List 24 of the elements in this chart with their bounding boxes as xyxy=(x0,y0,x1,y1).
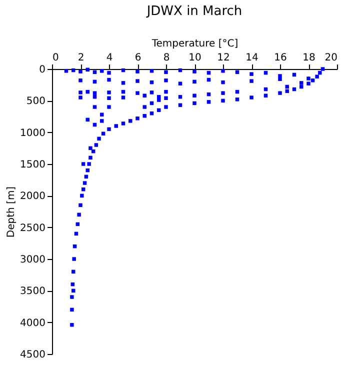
x-tick-label: 2 xyxy=(78,52,84,64)
y-tick-label: 2000 xyxy=(20,191,46,202)
x-tick-label: 8 xyxy=(163,52,170,64)
x-tick-label: 12 xyxy=(217,52,230,64)
y-tick-label: 4000 xyxy=(20,318,46,329)
x-tick-label: 14 xyxy=(246,52,258,64)
y-tick-label: 3500 xyxy=(20,286,46,298)
x-tick-label: 6 xyxy=(134,52,142,64)
chart-title: JDWX in March xyxy=(146,4,242,19)
y-tick-label: 1000 xyxy=(20,128,46,139)
x-tick-label: 10 xyxy=(188,52,202,64)
y-tick-label: 1500 xyxy=(20,160,46,170)
y-tick-label: 4500 xyxy=(20,350,46,360)
x-tick-label: 18 xyxy=(302,52,316,64)
y-tick-label: 2500 xyxy=(20,222,46,234)
x-axis-title: Temperature [°C] xyxy=(150,38,238,50)
x-tick-label: 0 xyxy=(52,52,59,64)
y-tick-label: 500 xyxy=(26,96,46,108)
x-tick-label: 16 xyxy=(274,52,287,64)
y-axis-title: Depth [m] xyxy=(6,186,18,238)
y-tick-label: 0 xyxy=(39,64,46,76)
y-tick-label: 3000 xyxy=(20,254,46,266)
x-tick-label: 4 xyxy=(106,52,113,64)
x-tick-label: 20 xyxy=(324,52,338,64)
